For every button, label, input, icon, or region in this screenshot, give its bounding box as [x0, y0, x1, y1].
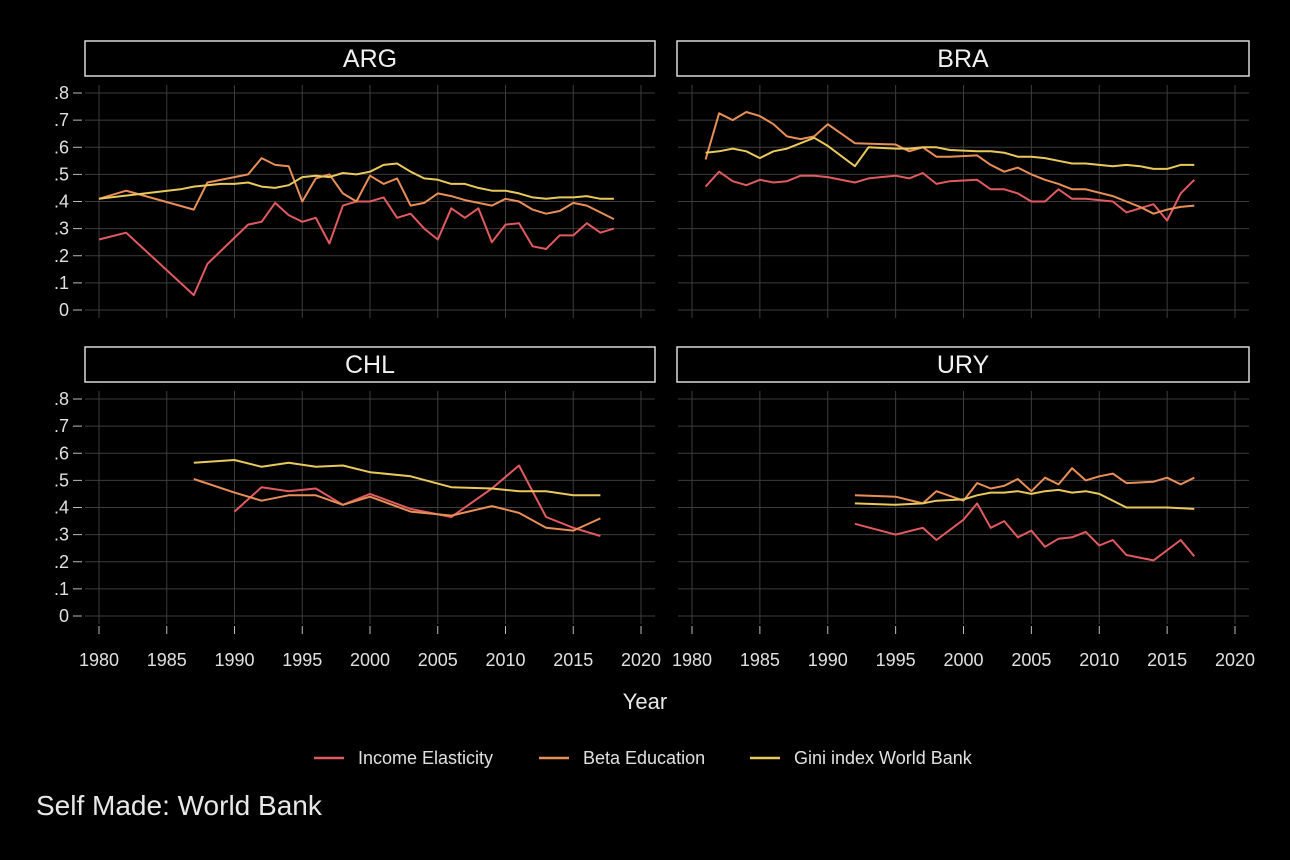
x-tick-label: 2010 [1079, 650, 1119, 670]
panel-header [676, 346, 1250, 383]
y-tick-label: 0 [59, 300, 69, 320]
x-tick-label: 2015 [1147, 650, 1187, 670]
y-tick-label: .2 [54, 246, 69, 266]
x-tick-label: 2000 [943, 650, 983, 670]
x-tick-label: 1995 [282, 650, 322, 670]
y-tick-label: .2 [54, 552, 69, 572]
panel-chl: CHL 0 .1 .2 .3 .4 .5 .6 .7 .8 1980 1985 1990 1995 2000… [54, 346, 661, 670]
series-line-beta-education [193, 478, 601, 532]
panel-title: BRA [937, 45, 989, 73]
legend: Income Elasticity Beta Education Gini inde… [314, 748, 973, 768]
x-tick-label: 1990 [214, 650, 254, 670]
y-tick-label: .8 [54, 83, 69, 103]
x-tick-label: 2020 [621, 650, 661, 670]
x-tick-label: 2015 [553, 650, 593, 670]
panel-arg: ARG 0 .1 .2 .3 .4 .5 .6 .7 .8 [54, 40, 656, 320]
x-tick-label: 2000 [350, 650, 390, 670]
panel-title: ARG [343, 45, 397, 73]
series-line-beta-education [704, 111, 1195, 215]
y-tick-label: .4 [54, 192, 69, 212]
x-tick-label: 1995 [876, 650, 916, 670]
y-tick-label: .8 [54, 389, 69, 409]
y-tick-label: .7 [54, 416, 69, 436]
series-line-income-elasticity [98, 196, 615, 297]
y-tick-label: .4 [54, 498, 69, 518]
series-line-gini-index-world-bank [193, 459, 601, 497]
series-line-income-elasticity [233, 464, 601, 537]
y-tick-label: 0 [59, 606, 69, 626]
y-tick-label: .3 [54, 525, 69, 545]
panel-bra: BRA [676, 40, 1250, 318]
panel-header [84, 40, 656, 77]
panel-title: URY [937, 351, 990, 379]
y-tick-label: .3 [54, 219, 69, 239]
x-tick-label: 1980 [79, 650, 119, 670]
x-tick-label: 2005 [418, 650, 458, 670]
y-tick-label: .1 [54, 579, 69, 599]
x-tick-label: 2020 [1215, 650, 1255, 670]
panel-header [676, 40, 1250, 77]
x-tick-label: 1980 [672, 650, 712, 670]
panel-title: CHL [345, 351, 395, 379]
panel-header [84, 346, 656, 383]
series-line-beta-education [98, 157, 615, 220]
series-line-gini-index-world-bank [854, 488, 1195, 510]
legend-label-beta-education: Beta Education [583, 748, 705, 768]
y-tick-label: .1 [54, 273, 69, 293]
x-tick-label: 2005 [1011, 650, 1051, 670]
series-line-income-elasticity [704, 170, 1196, 222]
series-line-beta-education [854, 467, 1195, 505]
x-tick-label: 1990 [808, 650, 848, 670]
x-axis-title: Year [623, 689, 667, 714]
series-line-gini-index-world-bank [705, 136, 1195, 170]
panel-ury: URY 1980 1985 1990 1995 2000 2005 2010 2015 2020 [672, 346, 1255, 670]
series-line-income-elasticity [854, 502, 1196, 562]
y-tick-label: .6 [54, 443, 69, 463]
y-tick-label: .5 [54, 470, 69, 490]
source-caption: Self Made: World Bank [36, 790, 322, 821]
legend-label-income-elasticity: Income Elasticity [358, 748, 493, 768]
x-tick-label: 1985 [147, 650, 187, 670]
y-tick-label: .7 [54, 110, 69, 130]
y-tick-label: .6 [54, 137, 69, 157]
legend-label-gini-index-world-bank: Gini index World Bank [794, 748, 973, 768]
x-tick-label: 2010 [485, 650, 525, 670]
series-line-gini-index-world-bank [98, 162, 614, 200]
x-tick-label: 1985 [740, 650, 780, 670]
y-tick-label: .5 [54, 164, 69, 184]
